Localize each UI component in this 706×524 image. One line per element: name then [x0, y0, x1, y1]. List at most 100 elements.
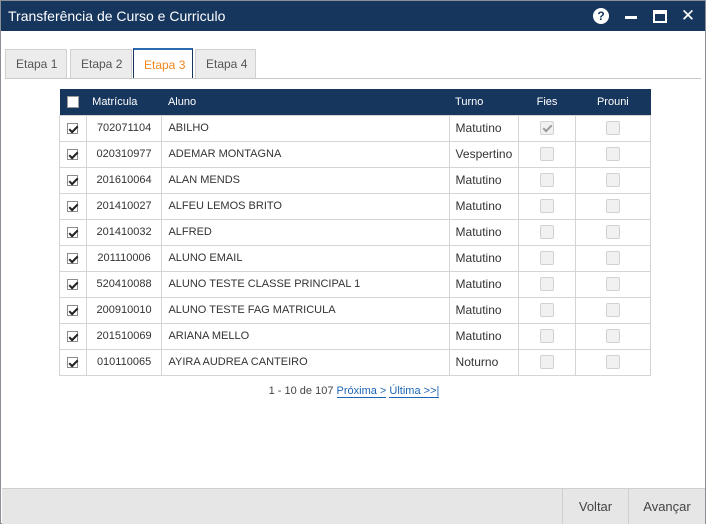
header-aluno: Aluno — [161, 89, 450, 115]
row-select-checkbox[interactable] — [67, 148, 79, 160]
cell-aluno: ALAN MENDS — [161, 166, 450, 194]
cell-aluno: ALFEU LEMOS BRITO — [161, 192, 450, 220]
prouni-checkbox — [605, 173, 620, 187]
title-bar: Transferência de Curso e Curriculo ? ✕ — [1, 1, 705, 31]
cell-aluno: ARIANA MELLO — [161, 322, 450, 350]
cell-prouni — [574, 322, 652, 350]
cell-fies — [518, 218, 576, 246]
close-icon: ✕ — [680, 6, 696, 25]
tab-etapa-4[interactable]: Etapa 4 — [195, 49, 256, 78]
select-all-checkbox[interactable] — [66, 95, 79, 108]
table-row[interactable]: 201410032 ALFRED Matutino — [59, 218, 652, 246]
fies-checkbox — [539, 121, 554, 135]
prouni-checkbox — [605, 121, 620, 135]
cell-prouni — [574, 166, 652, 194]
prouni-checkbox — [605, 199, 620, 213]
cell-prouni — [574, 114, 652, 142]
table-row[interactable]: 201110006 ALUNO EMAIL Matutino — [59, 244, 652, 272]
cell-fies — [518, 322, 576, 350]
row-select-checkbox[interactable] — [67, 356, 79, 368]
cell-fies — [518, 140, 576, 168]
help-icon: ? — [593, 8, 609, 24]
cell-turno: Matutino — [448, 114, 520, 142]
fies-checkbox — [539, 225, 554, 239]
fies-checkbox — [539, 199, 554, 213]
header-matricula: Matrícula — [86, 89, 162, 115]
cell-matricula: 201410027 — [85, 192, 163, 220]
cell-turno: Vespertino — [448, 140, 520, 168]
prouni-checkbox — [605, 147, 620, 161]
cell-aluno: ADEMAR MONTAGNA — [161, 140, 450, 168]
fies-checkbox — [539, 329, 554, 343]
cell-matricula: 201410032 — [85, 218, 163, 246]
cell-fies — [518, 270, 576, 298]
cell-fies — [518, 114, 576, 142]
cell-fies — [518, 296, 576, 324]
row-select-checkbox[interactable] — [67, 122, 79, 134]
tab-etapa-2[interactable]: Etapa 2 — [70, 49, 132, 78]
cell-prouni — [574, 244, 652, 272]
maximize-icon — [653, 9, 667, 23]
tab-etapa-3[interactable]: Etapa 3 — [133, 48, 193, 79]
row-select-cell — [59, 244, 87, 272]
select-all-header — [59, 89, 87, 115]
row-select-checkbox[interactable] — [67, 252, 79, 264]
table-row[interactable]: 201610064 ALAN MENDS Matutino — [59, 166, 652, 194]
cell-prouni — [574, 140, 652, 168]
cell-turno: Matutino — [448, 322, 520, 350]
cell-matricula: 020310977 — [85, 140, 163, 168]
table-row[interactable]: 010110065 AYIRA AUDREA CANTEIRO Noturno — [59, 348, 652, 376]
table-row[interactable]: 020310977 ADEMAR MONTAGNA Vespertino — [59, 140, 652, 168]
row-select-cell — [59, 270, 87, 298]
cell-matricula: 702071104 — [85, 114, 163, 142]
row-select-cell — [59, 192, 87, 220]
cell-aluno: ALUNO TESTE FAG MATRICULA — [161, 296, 450, 324]
close-button[interactable]: ✕ — [678, 6, 698, 26]
cell-prouni — [574, 192, 652, 220]
cell-matricula: 201110006 — [85, 244, 163, 272]
fies-checkbox — [539, 303, 554, 317]
minimize-button[interactable] — [621, 6, 641, 26]
header-fies: Fies — [518, 89, 576, 115]
cell-prouni — [574, 218, 652, 246]
row-select-checkbox[interactable] — [67, 278, 79, 290]
row-select-cell — [59, 140, 87, 168]
row-select-checkbox[interactable] — [67, 330, 79, 342]
prouni-checkbox — [605, 329, 620, 343]
window-title: Transferência de Curso e Curriculo — [8, 8, 226, 24]
prouni-checkbox — [605, 303, 620, 317]
cell-turno: Matutino — [448, 270, 520, 298]
row-select-cell — [59, 296, 87, 324]
cell-fies — [518, 166, 576, 194]
cell-turno: Matutino — [448, 296, 520, 324]
maximize-button[interactable] — [650, 6, 670, 26]
cell-aluno: ALFRED — [161, 218, 450, 246]
last-page-link[interactable]: Última >>| — [389, 385, 440, 398]
next-button[interactable]: Avançar — [628, 489, 705, 524]
fies-checkbox — [539, 173, 554, 187]
back-button[interactable]: Voltar — [562, 489, 628, 524]
cell-aluno: ALUNO TESTE CLASSE PRINCIPAL 1 — [161, 270, 450, 298]
table-row[interactable]: 702071104 ABILHO Matutino — [59, 114, 652, 142]
row-select-checkbox[interactable] — [67, 226, 79, 238]
table-header-row: Matrícula Aluno Turno Fies Prouni — [59, 89, 651, 115]
tab-etapa-1[interactable]: Etapa 1 — [5, 49, 67, 78]
table-row[interactable]: 200910010 ALUNO TESTE FAG MATRICULA Matuti… — [59, 296, 652, 324]
next-page-link[interactable]: Próxima > — [336, 385, 387, 398]
table-row[interactable]: 201510069 ARIANA MELLO Matutino — [59, 322, 652, 350]
pagination-summary: 1 - 10 de 107 — [268, 385, 334, 397]
fies-checkbox — [539, 251, 554, 265]
cell-aluno: AYIRA AUDREA CANTEIRO — [161, 348, 450, 376]
cell-matricula: 201610064 — [85, 166, 163, 194]
prouni-checkbox — [605, 277, 620, 291]
cell-matricula: 010110065 — [85, 348, 163, 376]
row-select-cell — [59, 166, 87, 194]
help-button[interactable]: ? — [591, 6, 611, 26]
cell-turno: Matutino — [448, 218, 520, 246]
row-select-checkbox[interactable] — [67, 304, 79, 316]
row-select-checkbox[interactable] — [67, 200, 79, 212]
row-select-checkbox[interactable] — [67, 174, 79, 186]
pagination: 1 - 10 de 107 Próxima > Última >>| — [1, 385, 706, 398]
table-row[interactable]: 201410027 ALFEU LEMOS BRITO Matutino — [59, 192, 652, 220]
